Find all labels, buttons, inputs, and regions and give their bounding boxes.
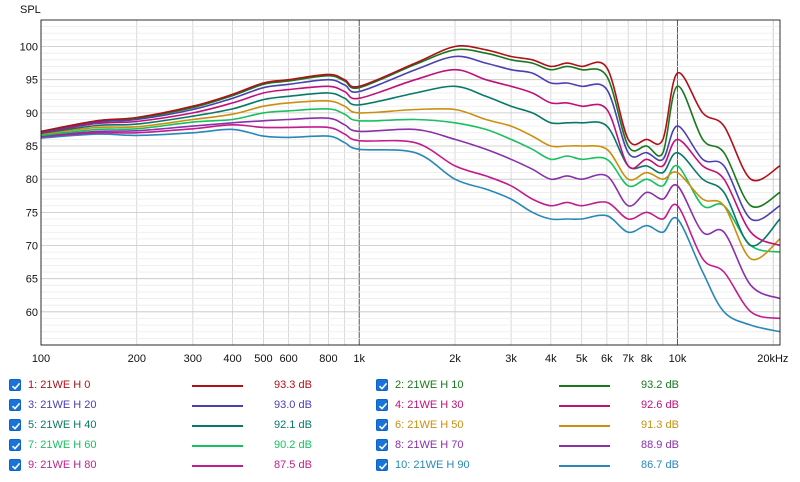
series-visibility-checkbox[interactable] [9, 459, 21, 471]
y-tick-label: 100 [20, 42, 38, 54]
legend-value: 92.6 dB [641, 399, 679, 411]
x-tick-label: 1k [353, 353, 365, 365]
legend-swatch [559, 465, 610, 467]
frequency-response-chart: SPL 100 95 90 85 80 75 70 65 60 100 200 300 400 500 6… [20, 4, 789, 365]
series-visibility-checkbox[interactable] [9, 399, 21, 411]
legend-value: 88.9 dB [641, 439, 679, 451]
legend-item: 6: 21WE H 50 91.3 dB [367, 416, 767, 436]
legend-swatch [192, 465, 243, 467]
legend-item: 1: 21WE H 0 93.3 dB [0, 376, 400, 396]
series-visibility-checkbox[interactable] [376, 439, 388, 451]
legend-label: 9: 21WE H 80 [28, 459, 97, 471]
series-visibility-checkbox[interactable] [376, 459, 388, 471]
legend-item: 4: 21WE H 30 92.6 dB [367, 396, 767, 416]
legend-value: 90.2 dB [274, 439, 312, 451]
legend-item: 5: 21WE H 40 92.1 dB [0, 416, 400, 436]
x-tick-label: 6k [601, 353, 613, 365]
x-tick-label: 500 [254, 353, 272, 365]
x-tick-label: 8k [641, 353, 653, 365]
x-tick-label: 3k [505, 353, 517, 365]
x-tick-label: 300 [184, 353, 202, 365]
y-axis-label: SPL [20, 4, 41, 16]
x-tick-label: 400 [223, 353, 241, 365]
series-line [41, 48, 780, 208]
legend-swatch [559, 445, 610, 447]
legend-swatch [559, 425, 610, 427]
legend-item: 9: 21WE H 80 87.5 dB [0, 456, 400, 476]
series-line [41, 123, 780, 320]
x-tick-label: 10k [669, 353, 687, 365]
x-tick-label: 600 [279, 353, 297, 365]
series-line [41, 107, 780, 253]
legend-label: 2: 21WE H 10 [395, 379, 464, 391]
x-tick-label: 4k [545, 353, 557, 365]
legend-item: 2: 21WE H 10 93.2 dB [367, 376, 767, 396]
legend-value: 93.2 dB [641, 379, 679, 391]
legend-label: 10: 21WE H 90 [395, 459, 470, 471]
series-line [41, 128, 780, 333]
y-tick-label: 85 [26, 141, 38, 153]
series-line [41, 100, 780, 261]
legend-swatch [559, 385, 610, 387]
legend-label: 8: 21WE H 70 [395, 439, 464, 451]
legend-item: 10: 21WE H 90 86.7 dB [367, 456, 767, 476]
y-tick-label: 60 [26, 307, 38, 319]
plot-area [41, 20, 780, 345]
y-tick-labels: 100 95 90 85 80 75 70 65 60 [20, 42, 38, 319]
series-visibility-checkbox[interactable] [376, 379, 388, 391]
y-tick-label: 65 [26, 274, 38, 286]
legend-label: 6: 21WE H 50 [395, 419, 464, 431]
x-tick-label: 800 [319, 353, 337, 365]
legend-label: 7: 21WE H 60 [28, 439, 97, 451]
legend-item: 8: 21WE H 70 88.9 dB [367, 436, 767, 456]
series-visibility-checkbox[interactable] [376, 419, 388, 431]
x-tick-label: 5k [576, 353, 588, 365]
y-tick-label: 95 [26, 75, 38, 87]
legend-swatch [192, 425, 243, 427]
legend-item: 3: 21WE H 20 93.0 dB [0, 396, 400, 416]
legend-swatch [192, 405, 243, 407]
x-tick-label: 200 [128, 353, 146, 365]
series-line [41, 68, 780, 247]
series-line [41, 85, 780, 247]
legend-value: 91.3 dB [641, 419, 679, 431]
x-tick-labels: 100 200 300 400 500 600 800 1k 2k 3k 4k 5k 6k 7k 8k 10k… [32, 353, 789, 365]
series-lines [41, 45, 780, 333]
legend-value: 93.0 dB [274, 399, 312, 411]
y-tick-label: 70 [26, 241, 38, 253]
x-tick-label: 7k [622, 353, 634, 365]
x-tick-label: 2k [449, 353, 461, 365]
plot-frame [40, 19, 781, 346]
x-tick-label: 20kHz [757, 353, 788, 365]
legend-swatch [559, 405, 610, 407]
x-tick-label: 100 [32, 353, 50, 365]
series-visibility-checkbox[interactable] [376, 399, 388, 411]
series-visibility-checkbox[interactable] [9, 439, 21, 451]
legend-swatch [192, 385, 243, 387]
y-tick-label: 80 [26, 174, 38, 186]
series-line [41, 45, 780, 182]
legend-value: 93.3 dB [274, 379, 312, 391]
legend-item: 7: 21WE H 60 90.2 dB [0, 436, 400, 456]
legend-value: 92.1 dB [274, 419, 312, 431]
legend-label: 5: 21WE H 40 [28, 419, 97, 431]
legend-label: 3: 21WE H 20 [28, 399, 97, 411]
legend-label: 4: 21WE H 30 [395, 399, 464, 411]
y-tick-label: 75 [26, 207, 38, 219]
legend: 1: 21WE H 0 93.3 dB 2: 21WE H 10 93.2 dB 3: … [0, 375, 800, 482]
series-line [41, 117, 780, 300]
series-visibility-checkbox[interactable] [9, 419, 21, 431]
legend-swatch [192, 445, 243, 447]
legend-label: 1: 21WE H 0 [28, 379, 91, 391]
legend-value: 87.5 dB [274, 459, 312, 471]
grid [40, 19, 780, 346]
legend-value: 86.7 dB [641, 459, 679, 471]
y-tick-label: 90 [26, 108, 38, 120]
series-line [41, 55, 780, 222]
series-visibility-checkbox[interactable] [9, 379, 21, 391]
